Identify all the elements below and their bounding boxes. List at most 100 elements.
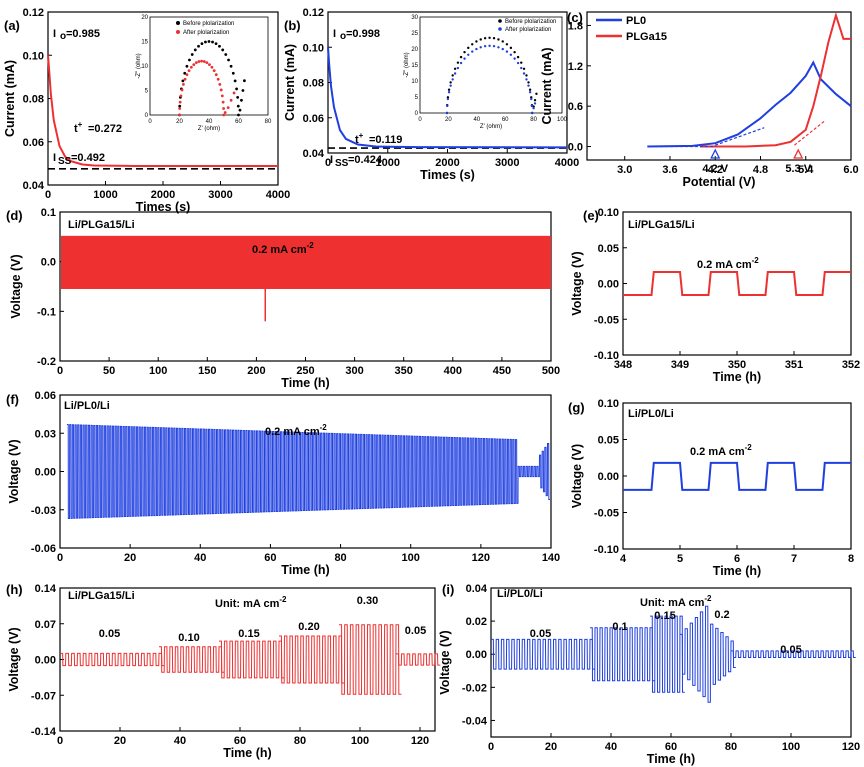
after-point	[446, 112, 448, 114]
y-tick-label: 0.1	[41, 207, 56, 219]
current-step-label: 0.1	[612, 621, 627, 633]
after-point	[220, 89, 223, 92]
x-tick-label: 100	[149, 365, 167, 377]
tangent-pl0	[715, 128, 764, 145]
x-tick-label: 6.0	[843, 164, 858, 176]
x-tick-label: 60	[264, 552, 276, 564]
x-tick-label: 120	[411, 735, 429, 747]
after-point	[531, 112, 533, 114]
plot-frame	[623, 212, 851, 355]
inset-x-tick: 60	[235, 119, 242, 125]
x-tick-label: 500	[542, 365, 560, 377]
x-axis-label: Time (h)	[281, 376, 329, 390]
after-point	[502, 48, 504, 50]
x-tick-label: 352	[842, 359, 860, 371]
before-point	[242, 89, 245, 92]
after-point	[222, 107, 225, 110]
legend-marker-before	[176, 21, 180, 25]
after-point	[181, 89, 184, 92]
before-point	[215, 42, 218, 45]
legend-before: Before plolarization	[505, 19, 556, 25]
after-point	[186, 73, 189, 76]
current-step-label: 0.15	[654, 610, 675, 622]
inset-x-tick: 0	[418, 117, 422, 123]
panel-label: (f)	[6, 392, 19, 407]
y-axis-label: Voltage (V)	[7, 627, 21, 691]
y-tick-label: -0.10	[594, 544, 619, 556]
after-point	[448, 91, 450, 93]
plot-frame	[623, 403, 851, 549]
y-tick-label: 0.12	[303, 7, 324, 19]
inset-a: 0 20 40 60 8005101520Z' (ohm)-Z'' (ohm)Befor…	[136, 15, 272, 132]
iss-value: =0.424	[348, 154, 383, 166]
after-point	[178, 114, 181, 117]
before-point	[191, 53, 194, 56]
x-tick-label: 80	[334, 552, 346, 564]
before-point	[513, 51, 515, 53]
panel-label: (c)	[567, 10, 583, 25]
y-tick-label: -0.10	[594, 350, 619, 362]
panel-c: 3.0 3.6 4.2 4.8 5.4 6.00.00.61.21.8Potential …	[540, 10, 859, 189]
panel-label: (e)	[583, 208, 599, 223]
after-point	[531, 105, 533, 107]
y-tick-label: -0.04	[462, 715, 488, 727]
before-point	[454, 68, 456, 70]
before-point	[480, 38, 482, 40]
inset-y-tick: 30	[411, 15, 418, 21]
after-point	[446, 105, 448, 107]
after-point	[224, 111, 227, 114]
current-step-label: 0.05	[405, 625, 426, 637]
after-point	[517, 62, 519, 64]
y-tick-label: 0.05	[598, 243, 619, 255]
y-tick-label: 0.06	[35, 390, 56, 402]
after-point	[190, 66, 193, 69]
x-tick-label: 5	[677, 553, 683, 565]
x-tick-label: 0	[45, 189, 51, 201]
panel-label: (g)	[568, 400, 585, 415]
before-point	[488, 37, 490, 39]
x-tick-label: 40	[605, 741, 617, 753]
before-point	[236, 96, 239, 99]
after-point	[457, 67, 459, 69]
after-point	[451, 78, 453, 80]
voltage-trace-segment	[279, 636, 344, 683]
after-point	[206, 61, 209, 64]
inset-y-tick: 15	[141, 40, 148, 46]
y-axis-label: Current (mA)	[3, 60, 17, 137]
x-tick-label: 400	[444, 365, 462, 377]
panel-g: 4 5 6 7 8-0.10-0.050.000.050.10Time (h)Volta…	[568, 398, 854, 578]
x-tick-label: 20	[545, 741, 557, 753]
voltage-trace-segment	[219, 641, 284, 678]
x-tick-label: 450	[493, 365, 511, 377]
inset-x-tick: 20	[176, 119, 183, 125]
current-density-label: 0.2 mA cm-2	[690, 443, 752, 458]
current-density-label: 0.2 mA cm-2	[265, 423, 327, 438]
x-tick-label: 120	[842, 741, 860, 753]
before-point	[451, 74, 453, 76]
iss-annotation: I	[330, 154, 333, 166]
x-axis-label: Time (h)	[713, 370, 761, 384]
before-point	[227, 59, 230, 62]
onset-marker-plga15	[794, 150, 802, 158]
panel-b: 0 1000 2000 3000 40000.040.060.080.100.12Tim…	[283, 7, 579, 182]
after-point	[222, 101, 225, 104]
y-tick-label: 0.06	[23, 137, 44, 149]
legend-after: After plolarization	[505, 27, 551, 33]
before-point	[471, 43, 473, 45]
tangent-plga15	[794, 121, 824, 145]
unit-label: Unit: mA cm-2	[640, 594, 712, 609]
y-tick-label: 0.03	[35, 428, 56, 440]
before-point	[218, 45, 221, 48]
x-tick-label: 8	[848, 553, 854, 565]
x-tick-label: 0	[57, 552, 63, 564]
cell-label: Li/PLGa15/Li	[68, 219, 135, 231]
before-point	[235, 88, 238, 91]
before-point	[497, 38, 499, 40]
inset-y-label: -Z'' (ohm)	[404, 52, 410, 77]
current-step-label: 0.15	[238, 628, 259, 640]
legend-pl0: PL0	[626, 15, 646, 27]
after-point	[221, 94, 224, 97]
y-tick-label: 0.10	[303, 42, 324, 54]
current-step-label: 0.2	[714, 609, 729, 621]
onset-label-pl0: 4.2 V	[702, 163, 728, 175]
